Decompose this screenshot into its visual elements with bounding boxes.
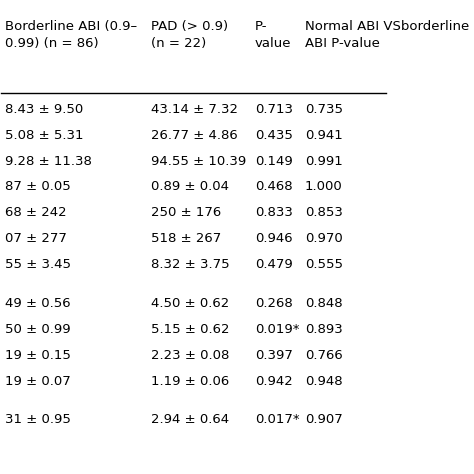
Text: Borderline ABI (0.9–
0.99) (n = 86): Borderline ABI (0.9– 0.99) (n = 86) xyxy=(5,20,137,50)
Text: 0.941: 0.941 xyxy=(305,128,343,142)
Text: 0.468: 0.468 xyxy=(255,181,292,193)
Text: 4.50 ± 0.62: 4.50 ± 0.62 xyxy=(151,297,229,310)
Text: 0.853: 0.853 xyxy=(305,206,343,219)
Text: 31 ± 0.95: 31 ± 0.95 xyxy=(5,413,71,426)
Text: 26.77 ± 4.86: 26.77 ± 4.86 xyxy=(151,128,238,142)
Text: 19 ± 0.15: 19 ± 0.15 xyxy=(5,349,71,362)
Text: 8.32 ± 3.75: 8.32 ± 3.75 xyxy=(151,258,230,271)
Text: 5.08 ± 5.31: 5.08 ± 5.31 xyxy=(5,128,84,142)
Text: 0.017*: 0.017* xyxy=(255,413,300,426)
Text: 0.833: 0.833 xyxy=(255,206,293,219)
Text: 68 ± 242: 68 ± 242 xyxy=(5,206,67,219)
Text: 250 ± 176: 250 ± 176 xyxy=(151,206,221,219)
Text: 19 ± 0.07: 19 ± 0.07 xyxy=(5,374,71,388)
Text: 0.735: 0.735 xyxy=(305,103,343,116)
Text: 0.907: 0.907 xyxy=(305,413,343,426)
Text: 0.991: 0.991 xyxy=(305,155,343,167)
Text: 0.970: 0.970 xyxy=(305,232,343,245)
Text: 1.19 ± 0.06: 1.19 ± 0.06 xyxy=(151,374,229,388)
Text: 87 ± 0.05: 87 ± 0.05 xyxy=(5,181,71,193)
Text: 50 ± 0.99: 50 ± 0.99 xyxy=(5,323,71,336)
Text: 0.89 ± 0.04: 0.89 ± 0.04 xyxy=(151,181,229,193)
Text: Normal ABI VSborderline
ABI P-value: Normal ABI VSborderline ABI P-value xyxy=(305,20,469,50)
Text: 2.23 ± 0.08: 2.23 ± 0.08 xyxy=(151,349,229,362)
Text: 8.43 ± 9.50: 8.43 ± 9.50 xyxy=(5,103,83,116)
Text: 2.94 ± 0.64: 2.94 ± 0.64 xyxy=(151,413,229,426)
Text: 94.55 ± 10.39: 94.55 ± 10.39 xyxy=(151,155,246,167)
Text: 0.848: 0.848 xyxy=(305,297,343,310)
Text: 0.435: 0.435 xyxy=(255,128,293,142)
Text: 0.766: 0.766 xyxy=(305,349,343,362)
Text: 0.479: 0.479 xyxy=(255,258,292,271)
Text: PAD (> 0.9)
(n = 22): PAD (> 0.9) (n = 22) xyxy=(151,20,228,50)
Text: 5.15 ± 0.62: 5.15 ± 0.62 xyxy=(151,323,230,336)
Text: 0.149: 0.149 xyxy=(255,155,292,167)
Text: 1.000: 1.000 xyxy=(305,181,343,193)
Text: 0.942: 0.942 xyxy=(255,374,292,388)
Text: 0.019*: 0.019* xyxy=(255,323,300,336)
Text: P-
value: P- value xyxy=(255,20,292,50)
Text: 0.893: 0.893 xyxy=(305,323,343,336)
Text: 55 ± 3.45: 55 ± 3.45 xyxy=(5,258,71,271)
Text: 0.397: 0.397 xyxy=(255,349,293,362)
Text: 07 ± 277: 07 ± 277 xyxy=(5,232,67,245)
Text: 0.713: 0.713 xyxy=(255,103,293,116)
Text: 0.948: 0.948 xyxy=(305,374,343,388)
Text: 0.555: 0.555 xyxy=(305,258,343,271)
Text: 518 ± 267: 518 ± 267 xyxy=(151,232,221,245)
Text: 49 ± 0.56: 49 ± 0.56 xyxy=(5,297,71,310)
Text: 9.28 ± 11.38: 9.28 ± 11.38 xyxy=(5,155,92,167)
Text: 0.946: 0.946 xyxy=(255,232,292,245)
Text: 0.268: 0.268 xyxy=(255,297,292,310)
Text: 43.14 ± 7.32: 43.14 ± 7.32 xyxy=(151,103,238,116)
